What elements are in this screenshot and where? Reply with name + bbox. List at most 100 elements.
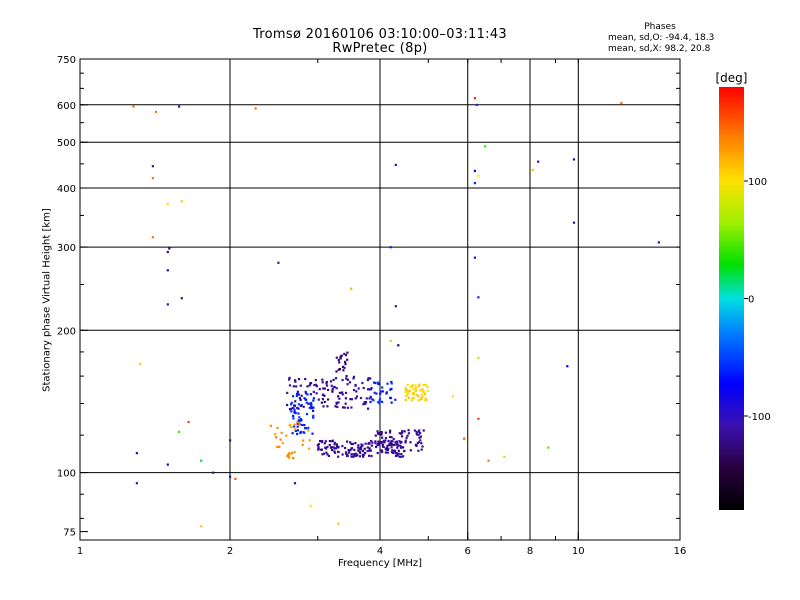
data-point — [350, 398, 353, 401]
data-point — [350, 455, 353, 458]
data-point — [420, 442, 423, 445]
data-point — [300, 419, 303, 422]
data-point — [394, 305, 397, 308]
data-point — [349, 449, 352, 452]
data-point — [291, 451, 294, 454]
data-point — [377, 442, 380, 445]
data-point — [375, 392, 378, 395]
data-point — [333, 386, 336, 389]
data-point — [276, 426, 279, 429]
data-point — [657, 241, 660, 244]
data-point — [178, 430, 181, 433]
data-point — [297, 412, 300, 415]
data-point — [410, 386, 413, 389]
data-point — [298, 416, 301, 419]
data-point — [345, 452, 348, 455]
data-point — [303, 424, 306, 427]
data-point — [294, 400, 297, 403]
data-point — [347, 449, 350, 452]
data-point — [274, 433, 277, 436]
data-point — [385, 446, 388, 449]
data-point — [286, 455, 289, 458]
data-point — [151, 165, 154, 168]
data-point — [326, 445, 329, 448]
data-point — [418, 383, 421, 386]
data-point — [352, 453, 355, 456]
data-point — [477, 174, 480, 177]
data-point — [293, 423, 296, 426]
data-point — [332, 378, 335, 381]
data-point — [371, 398, 374, 401]
data-point — [391, 449, 394, 452]
data-point — [337, 455, 340, 458]
data-point — [151, 236, 154, 239]
data-point — [350, 442, 353, 446]
data-point — [377, 440, 380, 443]
data-point — [396, 446, 399, 449]
data-point — [361, 453, 364, 456]
data-point — [304, 390, 307, 393]
data-point — [399, 441, 402, 444]
data-point — [353, 388, 356, 392]
data-point — [385, 392, 388, 395]
data-point — [416, 442, 419, 445]
data-point — [346, 383, 349, 386]
data-point — [310, 382, 313, 385]
data-point — [378, 398, 381, 401]
data-point — [278, 445, 281, 448]
data-point — [166, 269, 169, 272]
data-point — [374, 381, 377, 385]
colorbar-unit-label: [deg] — [716, 71, 748, 85]
data-point — [369, 395, 372, 398]
data-point — [295, 394, 299, 397]
data-point — [343, 406, 346, 409]
data-point — [389, 246, 392, 249]
data-point — [335, 443, 338, 446]
data-point — [344, 397, 347, 400]
data-point — [200, 525, 203, 528]
data-point — [371, 441, 374, 444]
data-point — [322, 405, 325, 408]
data-point — [422, 390, 425, 393]
data-point — [537, 160, 540, 163]
data-point — [311, 406, 314, 409]
data-point — [409, 441, 412, 444]
data-point — [487, 459, 490, 462]
data-point — [572, 221, 576, 224]
data-point — [289, 407, 293, 411]
data-point — [399, 444, 402, 447]
data-point — [343, 352, 346, 355]
data-point — [373, 391, 376, 394]
data-point — [388, 435, 392, 439]
data-point — [297, 378, 301, 381]
data-point — [166, 463, 169, 466]
data-point — [381, 386, 384, 389]
data-point — [357, 449, 360, 452]
data-point — [180, 200, 183, 203]
data-point — [294, 412, 297, 415]
data-point — [318, 388, 321, 391]
data-point — [320, 401, 323, 404]
data-point — [417, 385, 420, 388]
data-point — [352, 455, 355, 458]
data-point — [308, 439, 311, 442]
data-point — [420, 393, 423, 396]
data-point — [416, 433, 419, 436]
data-point — [302, 431, 305, 434]
data-point — [286, 454, 290, 457]
data-point — [358, 455, 361, 458]
data-point — [419, 432, 422, 435]
data-point — [424, 383, 427, 386]
data-point — [293, 411, 296, 414]
data-point — [288, 376, 291, 379]
data-point — [323, 452, 326, 455]
data-point — [355, 390, 358, 393]
data-point — [400, 455, 403, 458]
y-tick-label: 600 — [57, 101, 76, 112]
data-point — [322, 387, 325, 390]
data-point — [419, 439, 422, 442]
data-point — [394, 454, 398, 457]
data-point — [411, 392, 414, 395]
data-point — [354, 397, 357, 400]
data-point — [304, 392, 308, 395]
